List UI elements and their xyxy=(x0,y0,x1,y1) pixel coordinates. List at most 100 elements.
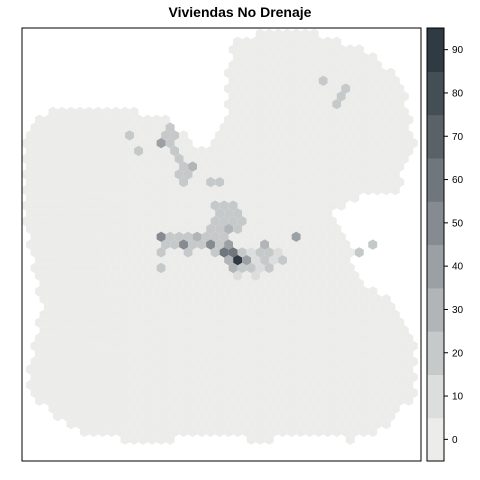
hex-cell xyxy=(291,403,301,414)
hex-cell xyxy=(30,231,40,242)
hex-cell xyxy=(228,340,238,352)
hex-cell xyxy=(264,200,274,211)
hex-cell xyxy=(251,83,261,94)
hex-cell xyxy=(386,99,396,110)
hex-cell xyxy=(116,145,126,157)
hex-cell xyxy=(260,395,270,406)
hex-cell xyxy=(251,114,261,125)
legend-tick-label: 80 xyxy=(452,88,464,99)
hex-cell xyxy=(260,364,270,375)
hex-cell xyxy=(399,153,409,164)
hex-cell xyxy=(395,177,405,188)
hex-cell xyxy=(341,130,351,141)
hex-cell xyxy=(237,91,247,102)
hex-cell xyxy=(305,301,315,313)
hex-cell xyxy=(192,169,202,180)
hex-cell xyxy=(255,60,265,71)
hex-cell xyxy=(282,231,292,242)
hex-cell-hotspot xyxy=(188,239,198,250)
hex-cell xyxy=(282,372,292,383)
hex-cell-hotspot xyxy=(251,255,261,266)
hex-cell xyxy=(350,426,360,437)
hex-cell xyxy=(381,91,391,102)
hex-cell xyxy=(201,403,211,414)
hex-cell xyxy=(30,122,40,133)
hex-cell xyxy=(345,91,355,102)
hex-cell xyxy=(246,153,256,164)
hex-cell xyxy=(197,364,207,375)
hex-cell xyxy=(174,184,184,196)
hex-cell xyxy=(273,153,283,164)
hex-cell xyxy=(152,255,162,266)
hex-cell xyxy=(318,91,328,102)
plot-frame xyxy=(21,27,422,462)
hex-cell xyxy=(62,395,72,406)
hex-cell xyxy=(170,333,180,344)
hex-cell xyxy=(251,395,261,406)
hex-cell xyxy=(30,216,40,227)
hex-cell-hotspot xyxy=(134,145,144,157)
hex-cell xyxy=(197,411,207,422)
hex-cell xyxy=(179,270,189,281)
hex-cell xyxy=(39,153,49,164)
hex-cell xyxy=(323,208,333,219)
hex-cell xyxy=(93,262,103,274)
hex-cell xyxy=(242,411,252,422)
hex-cell xyxy=(53,301,63,313)
hex-cell xyxy=(255,216,265,227)
hex-cell xyxy=(255,372,265,383)
hex-cell xyxy=(80,301,90,313)
hex-cell xyxy=(296,130,306,141)
hex-cell xyxy=(363,372,373,383)
hex-cell xyxy=(345,247,355,258)
hex-cell xyxy=(48,340,58,352)
hex-cell xyxy=(165,434,175,445)
hex-cell-hotspot xyxy=(210,200,220,211)
hex-cell xyxy=(219,122,229,133)
hex-cell xyxy=(125,270,135,281)
hex-cell xyxy=(170,426,180,437)
hex-cell xyxy=(143,379,153,391)
hex-cell xyxy=(138,247,148,258)
hex-cell xyxy=(35,192,45,203)
hex-cell xyxy=(246,122,256,133)
hex-cell xyxy=(116,177,126,188)
hex-cell xyxy=(138,340,148,352)
hex-cell xyxy=(98,317,108,328)
hex-cell xyxy=(53,348,63,359)
hex-cell xyxy=(242,177,252,188)
hex-cell xyxy=(282,138,292,149)
hex-cell xyxy=(66,262,76,274)
hex-cell xyxy=(287,395,297,406)
hex-cell xyxy=(111,418,121,430)
hex-cell xyxy=(30,372,40,383)
hex-cell xyxy=(350,114,360,125)
hex-cell xyxy=(269,379,279,391)
hex-cell xyxy=(111,309,121,320)
hex-cell xyxy=(399,91,409,102)
hex-cell xyxy=(327,356,337,367)
hex-cell xyxy=(273,216,283,227)
hex-cell xyxy=(107,286,117,297)
hex-cell xyxy=(143,364,153,375)
hex-cell xyxy=(336,231,346,242)
hex-cell xyxy=(399,122,409,133)
hex-cell xyxy=(30,247,40,258)
hex-cell xyxy=(161,379,171,391)
hex-cell xyxy=(71,395,81,406)
hex-cell xyxy=(408,138,418,149)
hex-cell xyxy=(188,270,198,281)
hex-cell xyxy=(300,403,310,414)
hex-cell xyxy=(53,364,63,375)
hex-cell xyxy=(260,161,270,172)
hex-cell xyxy=(80,114,90,125)
hex-cell xyxy=(75,418,85,430)
hex-cell xyxy=(183,372,193,383)
hex-cell xyxy=(134,395,144,406)
hex-cell-hotspot xyxy=(215,239,225,250)
hex-cell xyxy=(161,114,171,125)
hex-cell xyxy=(323,130,333,141)
hex-cell-hotspot xyxy=(246,262,256,274)
hex-cell xyxy=(228,418,238,430)
hex-cell xyxy=(251,379,261,391)
